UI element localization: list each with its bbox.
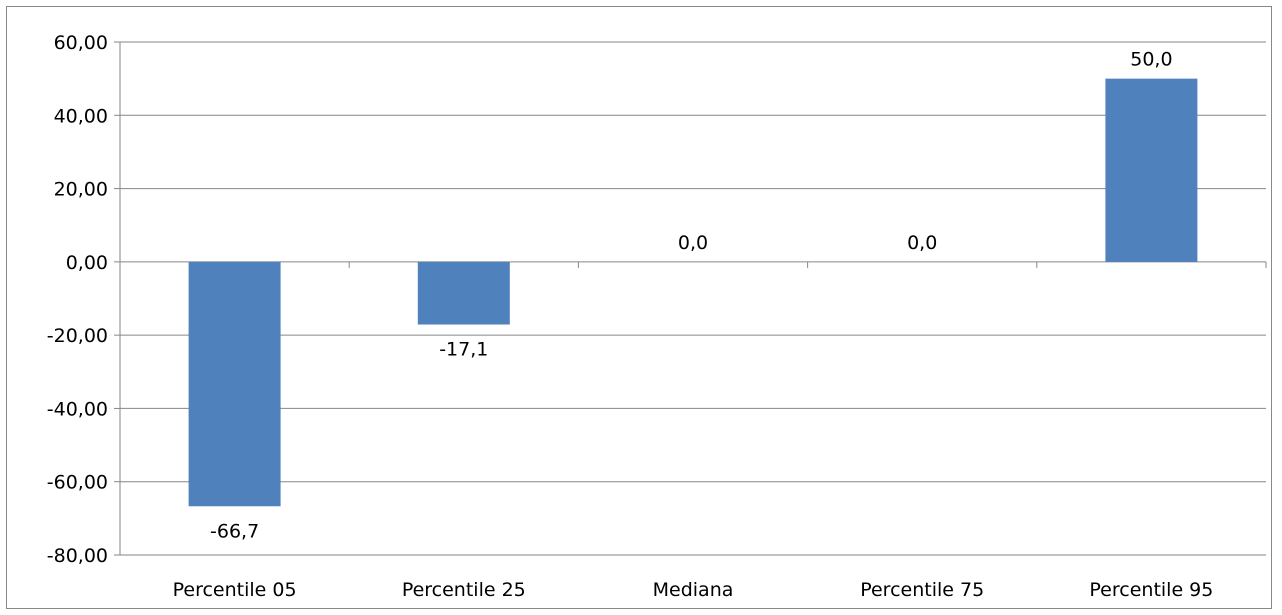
bars (188, 78, 1198, 507)
bar (417, 261, 510, 325)
bar (1105, 78, 1198, 262)
x-category-label: Percentile 05 (173, 579, 297, 601)
y-tick-label: 20,00 (54, 179, 108, 201)
x-category-label: Percentile 75 (860, 579, 984, 601)
x-category-label: Percentile 25 (402, 579, 526, 601)
y-tick-label: -80,00 (47, 545, 108, 567)
y-axis-tick-labels: 60,00 40,00 20,00 0,00 -20,00 -40,00 -60,00 -80… (47, 32, 108, 567)
y-tick-label: 60,00 (54, 32, 108, 54)
x-category-label: Mediana (653, 579, 734, 601)
data-labels: -66,7 -17,1 0,0 0,0 50,0 (210, 49, 1173, 543)
axes (119, 42, 1267, 555)
x-category-label: Percentile 95 (1089, 579, 1213, 601)
y-tick-label: -60,00 (47, 472, 108, 494)
y-tick-label: 40,00 (54, 105, 108, 127)
gridlines (114, 41, 1266, 556)
y-tick-label: 0,00 (66, 252, 108, 274)
data-label: 50,0 (1130, 49, 1172, 71)
y-tick-label: -20,00 (47, 325, 108, 347)
x-axis-category-labels: Percentile 05 Percentile 25 Mediana Percent… (173, 579, 1214, 601)
data-label: -66,7 (210, 520, 259, 542)
y-tick-label: -40,00 (47, 398, 108, 420)
bar (188, 261, 281, 507)
data-label: 0,0 (907, 232, 937, 254)
data-label: 0,0 (678, 232, 708, 254)
data-label: -17,1 (439, 339, 488, 361)
